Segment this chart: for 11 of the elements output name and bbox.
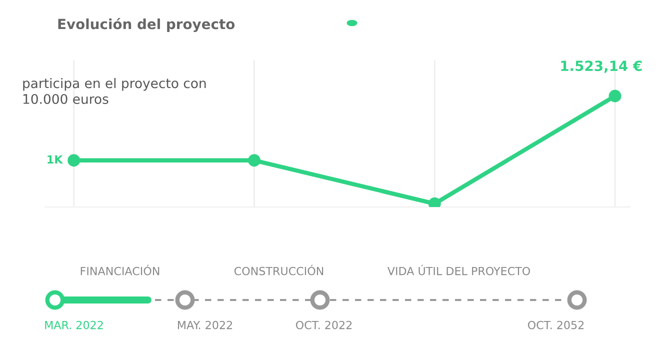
chart-subtitle: participa en el proyecto con 10.000 euros [23, 78, 206, 104]
text: FINANCIACIÓN [80, 264, 160, 276]
annotation: 1K [48, 155, 64, 164]
text: CONSTRUCCIÓN [234, 264, 324, 276]
text: OCT. 2052 [528, 320, 584, 330]
text: 1.523,14 € [561, 60, 642, 73]
text: MAR. 2022 [45, 320, 103, 330]
chart-title: Evolución del proyecto [58, 18, 235, 32]
text: MAY. 2022 [178, 320, 232, 330]
text: VIDA ÚTIL DEL PROYECTO [387, 264, 530, 276]
text: OCT. 2022 [296, 320, 352, 330]
